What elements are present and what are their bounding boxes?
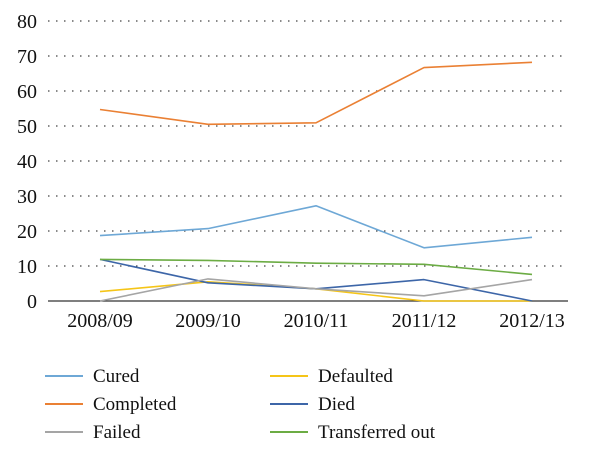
y-tick-label: 60 xyxy=(17,81,37,103)
x-tick-label: 2008/09 xyxy=(67,310,133,332)
series-line-failed xyxy=(99,278,533,302)
x-tick-label: 2010/11 xyxy=(284,310,349,332)
y-tick-label: 50 xyxy=(17,116,37,138)
x-tick-label: 2012/13 xyxy=(499,310,565,332)
y-axis-ticks: 0 10 20 30 40 50 60 70 80 xyxy=(17,11,37,313)
y-tick-label: 30 xyxy=(17,186,37,208)
legend-label: Transferred out xyxy=(318,422,436,443)
legend-label: Cured xyxy=(93,366,140,387)
x-tick-label: 2009/10 xyxy=(175,310,241,332)
y-tick-label: 10 xyxy=(17,256,37,278)
x-axis-ticks: 2008/09 2009/10 2010/11 2011/12 2012/13 xyxy=(67,310,565,332)
series-line-transferred-out xyxy=(99,258,533,276)
legend-label: Died xyxy=(318,394,355,415)
y-tick-label: 20 xyxy=(17,221,37,243)
series-line-defaulted xyxy=(99,280,532,302)
y-tick-label: 40 xyxy=(17,151,37,173)
x-tick-label: 2011/12 xyxy=(392,310,457,332)
series-lines xyxy=(99,61,533,302)
legend-label: Failed xyxy=(93,422,141,443)
series-line-completed xyxy=(99,61,533,126)
legend: Cured Defaulted Completed Died Failed Transfe… xyxy=(45,366,436,443)
y-tick-label: 70 xyxy=(17,46,37,68)
y-tick-label: 0 xyxy=(27,291,37,313)
series-line-died xyxy=(99,258,533,302)
legend-label: Completed xyxy=(93,394,177,415)
y-tick-label: 80 xyxy=(17,11,37,33)
legend-label: Defaulted xyxy=(318,366,393,387)
series-line-cured xyxy=(99,205,533,249)
